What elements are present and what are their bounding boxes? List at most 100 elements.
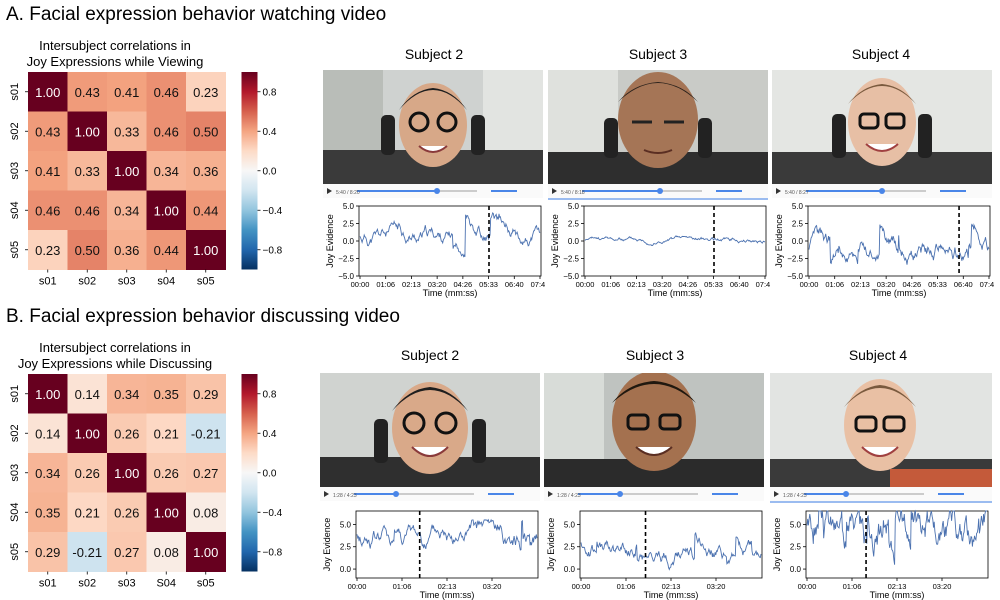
heatmap-y-tick-label: s01 (9, 83, 21, 101)
y-tick-label: 5.0 (343, 202, 355, 211)
x-tick-label: 07:46 (980, 280, 994, 289)
panel-b-subject-2-title: Subject 2 (400, 347, 460, 363)
heatmap-title-line2: Joy Expressions while Discussing (17, 356, 213, 371)
heatmap-x-tick-label: s01 (39, 276, 57, 288)
y-tick-label: 0.0 (568, 237, 580, 246)
heatmap-y-tick-label: s03 (9, 162, 21, 180)
heatmap-cell (186, 532, 226, 572)
x-tick-label: 05:33 (704, 280, 723, 289)
heatmap-cell (186, 453, 226, 493)
panel-b-title: B. Facial expression behavior discussing… (6, 306, 400, 327)
y-tick-label: 5.0 (564, 520, 576, 529)
panel-a-joy-plot-subject-4: Joy Evidence 5.0 2.5 0.0 −2.5 −5.000:00 01:06 0… (774, 202, 994, 298)
x-tick-label: 01:06 (825, 280, 844, 289)
video-frame: 1:28 / 4:23 (320, 373, 540, 501)
heatmap-cell-value: 0.50 (75, 243, 100, 258)
heatmap-y-tick-label: s05 (9, 241, 21, 259)
heatmap-cell-value: 0.41 (114, 85, 139, 100)
colorbar-tick-label: 0.4 (263, 429, 277, 440)
video-frame: 1:28 / 4:23 (544, 373, 764, 501)
heatmap-cell-value: 1.00 (154, 203, 179, 218)
heatmap-x-tick-label: s05 (197, 578, 215, 590)
heatmap-cell (107, 374, 147, 414)
panel-b-video-subject-4[interactable]: 1:28 / 4:23 (770, 373, 992, 501)
y-tick-label: 0.0 (340, 565, 352, 574)
y-tick-label: 0.0 (564, 565, 576, 574)
joy-trace (359, 211, 541, 258)
panel-b-video-subject-2[interactable]: 1:28 / 4:23 (320, 373, 540, 501)
heatmap-cell-value: 0.26 (114, 426, 139, 441)
heatmap-cell (28, 72, 68, 112)
y-tick-label: 0.0 (790, 565, 802, 574)
colorbar (241, 72, 258, 270)
y-tick-label: 2.5 (790, 543, 802, 552)
heatmap-y-tick-label: s05 (9, 543, 21, 561)
y-axis-label: Joy Evidence (774, 214, 784, 268)
y-tick-label: 2.5 (340, 543, 352, 552)
x-tick-label: 03:20 (933, 582, 952, 591)
play-icon (327, 188, 332, 194)
heatmap-cell-value: 1.00 (154, 505, 179, 520)
heatmap-cell (186, 111, 226, 152)
heatmap-cell (107, 453, 147, 493)
heatmap-cell (67, 374, 108, 414)
heatmap-cell (67, 413, 108, 454)
heatmap-cell-value: 0.14 (35, 426, 60, 441)
video-frame: 5:40 / 8:18 (548, 70, 768, 198)
heatmap-y-tick-label: s02 (9, 122, 21, 140)
heatmap-cell-value: 0.29 (193, 387, 218, 402)
heatmap-cell (186, 492, 226, 533)
plot-frame (358, 205, 542, 277)
heatmap-title-line2: Joy Expressions while Viewing (26, 54, 204, 69)
x-tick-label: 06:40 (954, 280, 973, 289)
heatmap-cell-value: 0.43 (75, 85, 100, 100)
y-tick-label: 5.0 (340, 520, 352, 529)
heatmap-cell (146, 492, 187, 533)
heatmap-cell (28, 230, 68, 270)
x-tick-label: 02:13 (851, 280, 870, 289)
x-tick-label: 04:26 (678, 280, 697, 289)
heatmap-cell-value: 0.36 (114, 243, 139, 258)
heatmap-cell (67, 151, 108, 191)
heatmap-cell-value: 0.27 (193, 466, 218, 481)
heatmap-cell-value: 0.44 (193, 203, 218, 218)
heatmap-cell (146, 532, 187, 572)
panel-a-video-subject-3[interactable]: 5:40 / 8:18 (548, 70, 768, 198)
heatmap-cell (28, 374, 68, 414)
y-tick-label: −5.0 (338, 272, 354, 281)
y-axis-label: Joy Evidence (550, 214, 560, 268)
colorbar (241, 374, 258, 572)
heatmap-cell (28, 190, 68, 231)
heatmap-cell-value: 0.35 (35, 505, 60, 520)
heatmap-cell (186, 230, 226, 270)
panel-a-video-subject-4[interactable]: 5:40 / 8:27 (772, 70, 992, 198)
player-time: 5:40 / 8:27 (785, 190, 809, 196)
player-time: 5:40 / 8:20 (336, 190, 360, 196)
heatmap-y-tick-label: s02 (9, 424, 21, 442)
play-icon (324, 491, 329, 497)
heatmap-title-line1: Intersubject correlations in (39, 340, 191, 355)
colorbar-tick-label: 0.0 (263, 468, 277, 479)
panel-a-joy-plot-subject-3: Joy Evidence 5.0 2.5 0.0 −2.5 −5.000:00 01:06 0… (550, 202, 770, 298)
x-tick-label: 06:40 (505, 280, 524, 289)
heatmap-cell-value: 0.34 (114, 387, 139, 402)
panel-a-subject-3-title: Subject 3 (628, 46, 688, 62)
panel-b-heatmap-title: Intersubject correlations in Joy Express… (0, 340, 235, 372)
heatmap-cell (107, 72, 147, 112)
play-icon (774, 491, 779, 497)
x-axis-label: Time (mm:ss) (870, 590, 925, 600)
panel-a-video-subject-2[interactable]: 5:40 / 8:20 (323, 70, 543, 198)
panel-b-video-subject-3[interactable]: 1:28 / 4:23 (544, 373, 764, 501)
colorbar-tick-label: −0.8 (263, 245, 283, 256)
heatmap-cell (28, 111, 68, 152)
heatmap-cell-value: 0.36 (193, 164, 218, 179)
heatmap-cell-value: 0.35 (154, 387, 179, 402)
heatmap-cell (67, 230, 108, 270)
y-tick-label: −5.0 (787, 272, 803, 281)
x-tick-label: 07:46 (756, 280, 770, 289)
heatmap-cell (107, 413, 147, 454)
heatmap-cell-value: 0.34 (154, 164, 179, 179)
heatmap-cell (67, 453, 108, 493)
heatmap-y-tick-label: s03 (9, 464, 21, 482)
heatmap-cell (186, 72, 226, 112)
